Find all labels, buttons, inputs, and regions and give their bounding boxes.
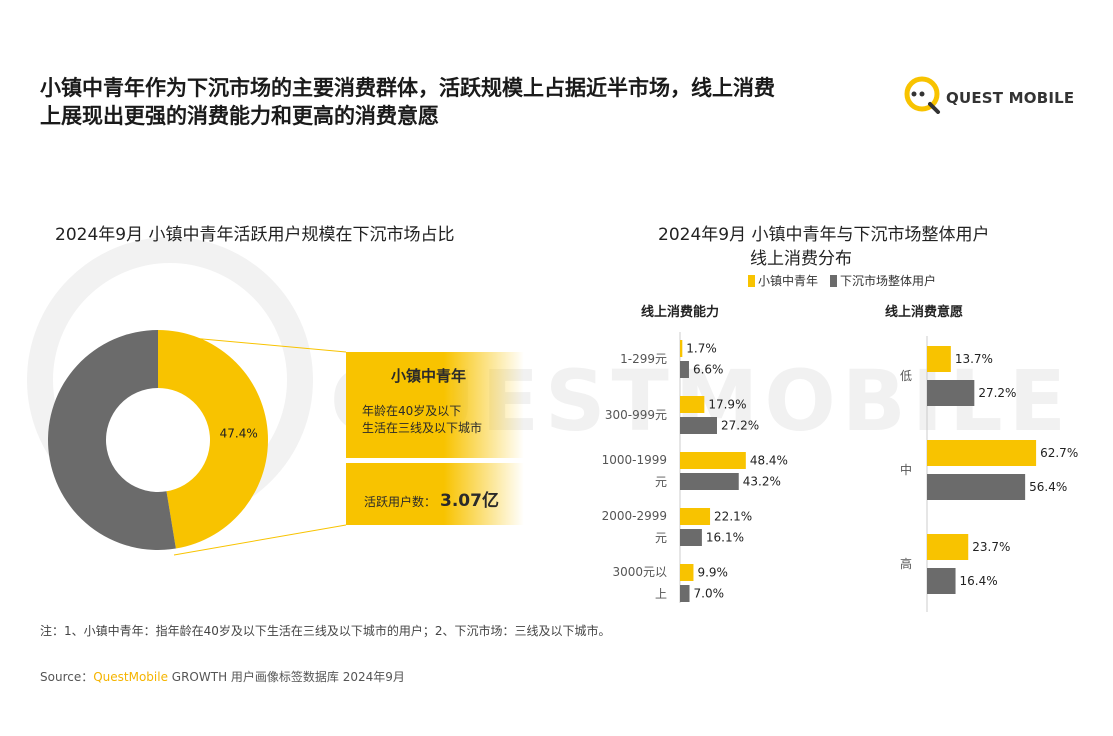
bar-value-label: 17.9% (708, 398, 746, 412)
chart-legend: 小镇中青年 下沉市场整体用户 (748, 272, 948, 289)
page-headline: 小镇中青年作为下沉市场的主要消费群体，活跃规模上占据近半市场，线上消费 上展现出… (40, 74, 880, 130)
active-users-metric: 活跃用户数： 3.07亿 (364, 486, 499, 511)
category-label: 低 (900, 369, 912, 383)
legend-swatch-youth (748, 274, 755, 287)
bar-overall (680, 473, 739, 490)
left-section-title: 2024年9月 小镇中青年活跃用户规模在下沉市场占比 (55, 225, 455, 245)
donut-slice-label: 47.4% (220, 426, 258, 440)
legend-label-youth: 小镇中青年 (758, 274, 819, 288)
quest-mobile-logo-icon (904, 76, 940, 114)
bar-youth (680, 508, 711, 525)
headline-line-2: 上展现出更强的消费能力和更高的消费意愿 (40, 104, 439, 128)
segment-definition-city: 生活在三线及以下城市 (362, 421, 483, 435)
capability-bar-chart: 1-299元 1.7% 6.6% 300-999元 17.9% 27.2% 1000-199… (602, 332, 788, 603)
bar-value-label: 62.7% (1040, 446, 1078, 460)
bar-value-label: 6.6% (693, 363, 724, 377)
category-label: 300-999元 (605, 408, 667, 422)
source-line: Source：QuestMobile GROWTH 用户画像标签数据库 2024… (40, 668, 405, 685)
bar-value-label: 9.9% (697, 566, 728, 580)
bar-youth (680, 564, 694, 581)
bar-value-label: 27.2% (978, 386, 1016, 400)
source-rest: GROWTH 用户画像标签数据库 2024年9月 (167, 670, 405, 684)
category-label: 上 (655, 587, 667, 601)
bar-value-label: 43.2% (743, 475, 781, 489)
donut-slice-1 (48, 330, 176, 550)
category-label: 3000元以 (612, 565, 667, 579)
logo-text: QUEST MOBILE (946, 89, 1075, 107)
right-section-title-line-2: 线上消费分布 (750, 249, 852, 269)
category-label: 1-299元 (620, 352, 667, 366)
bar-overall (927, 474, 1026, 500)
legend-label-overall: 下沉市场整体用户 (840, 274, 937, 288)
bar-youth (927, 346, 951, 372)
bar-value-label: 56.4% (1029, 480, 1067, 494)
donut-chart: 47.4% (48, 330, 269, 550)
bar-overall (680, 361, 689, 378)
source-prefix: Source： (40, 670, 94, 684)
segment-definition-age: 年龄在40岁及以下 (362, 404, 462, 418)
category-label: 高 (900, 556, 912, 571)
source-brand: QuestMobile (93, 670, 168, 684)
willingness-bar-chart: 低 13.7% 27.2% 中 62.7% 56.4% 高 23.7% 16.4% (900, 336, 1078, 612)
bar-overall (927, 380, 975, 406)
bar-value-label: 16.1% (706, 531, 744, 545)
bar-value-label: 16.4% (960, 574, 998, 588)
legend-swatch-overall (830, 274, 838, 287)
footnote: 注：1、小镇中青年：指年龄在40岁及以下生活在三线及以下城市的用户；2、下沉市场… (40, 624, 611, 638)
segment-box-title: 小镇中青年 (391, 367, 467, 385)
capability-chart-title: 线上消费能力 (641, 305, 720, 320)
bar-overall (680, 585, 690, 602)
bar-youth (680, 340, 683, 357)
bar-value-label: 23.7% (972, 540, 1010, 554)
category-label: 2000-2999 (602, 509, 667, 523)
bar-value-label: 48.4% (750, 454, 788, 468)
segment-info-box (346, 352, 524, 458)
category-label: 中 (900, 462, 912, 477)
bar-overall (927, 568, 956, 594)
bar-youth (927, 534, 969, 560)
bar-value-label: 27.2% (721, 419, 759, 433)
active-users-box (346, 463, 524, 525)
category-label: 1000-1999 (602, 453, 667, 467)
active-users-label: 活跃用户数： (364, 495, 437, 509)
donut-slice-0 (158, 330, 269, 549)
bar-value-label: 22.1% (714, 510, 752, 524)
headline-line-1: 小镇中青年作为下沉市场的主要消费群体，活跃规模上占据近半市场，线上消费 (40, 76, 775, 100)
category-label: 元 (655, 475, 667, 489)
bar-overall (680, 529, 702, 546)
bar-value-label: 13.7% (955, 352, 993, 366)
bar-value-label: 7.0% (694, 587, 725, 601)
bar-youth (680, 452, 746, 469)
active-users-value: 3.07亿 (440, 491, 499, 511)
right-section-title-line-1: 2024年9月 小镇中青年与下沉市场整体用户 (658, 225, 990, 245)
willingness-chart-title: 线上消费意愿 (885, 305, 964, 320)
donut-slices (48, 330, 269, 550)
category-label: 元 (655, 531, 667, 545)
bar-overall (680, 417, 717, 434)
bar-value-label: 1.7% (686, 342, 717, 356)
legend-item-youth: 小镇中青年 (748, 272, 818, 289)
bar-youth (680, 396, 705, 413)
bar-youth (927, 440, 1037, 466)
legend-item-overall: 下沉市场整体用户 (830, 272, 936, 289)
